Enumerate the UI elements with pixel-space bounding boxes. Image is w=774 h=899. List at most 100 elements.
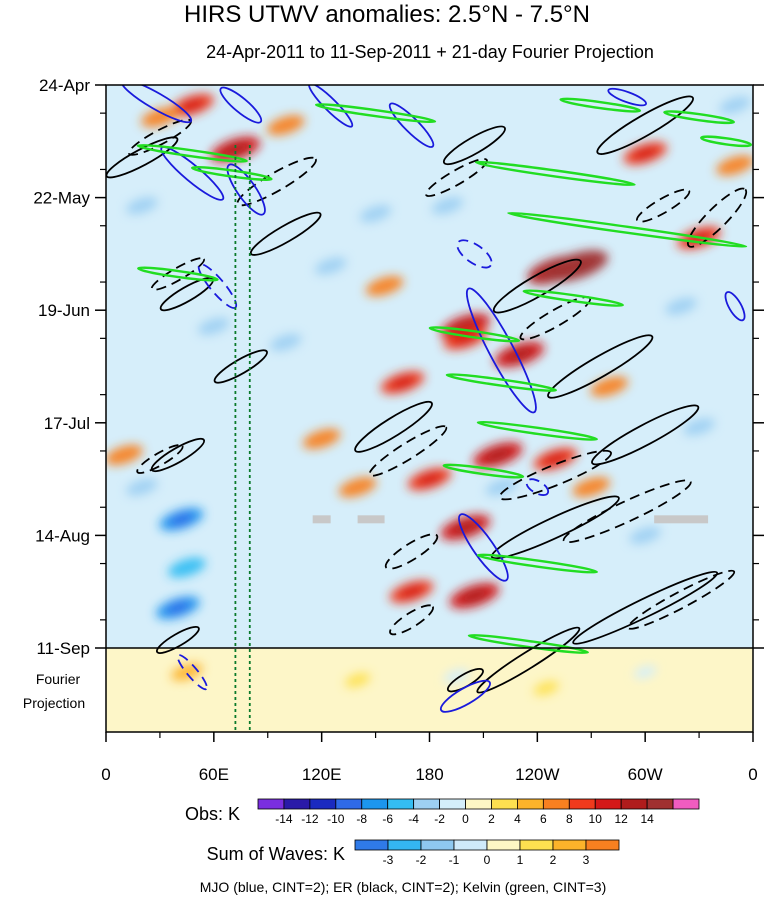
er-contour-negative: [136, 444, 184, 474]
x-tick-label: 0: [748, 765, 757, 784]
cold-anomaly: [485, 478, 518, 496]
kelvin-contour-positive: [476, 420, 598, 441]
er-contour-positive: [159, 277, 214, 312]
obs-colorbar-level-label: -6: [382, 812, 393, 826]
cold-anomaly: [719, 96, 751, 114]
y-axis: 24-Apr 22-May 19-Jun 17-Jul 14-Aug 11-Sep: [33, 76, 764, 658]
obs-colorbar-swatch: [594, 798, 622, 810]
kelvin-contour-positive: [559, 97, 642, 113]
plot-area: [106, 85, 753, 732]
cold-anomaly: [431, 197, 464, 215]
warm-anomaly: [344, 673, 371, 688]
waves-colorbar-level-label: 0: [484, 853, 491, 867]
obs-colorbar-swatch: [517, 798, 544, 810]
anomaly-core: [559, 257, 594, 275]
obs-colorbar-level-label: 6: [540, 812, 547, 826]
y-tick-label: 22-May: [33, 189, 90, 208]
anomaly-core: [453, 332, 478, 345]
anomaly-core: [505, 347, 534, 362]
obs-colorbar-level-label: 4: [514, 812, 521, 826]
projection-background: [106, 648, 753, 732]
obs-colorbar-swatch: [491, 798, 518, 810]
x-tick-label: 120W: [515, 765, 559, 784]
kelvin-contour-positive: [663, 110, 735, 125]
anomaly-core: [633, 147, 658, 160]
er-contour-negative: [236, 156, 317, 207]
cold-anomaly: [683, 418, 715, 436]
waves-colorbar-swatch: [552, 839, 587, 851]
er-contour-positive: [442, 125, 506, 166]
projection-label-line2: Projection: [23, 695, 85, 711]
cold-anomaly: [629, 526, 661, 544]
waves-colorbar-level-label: 1: [517, 853, 524, 867]
obs-colorbar-level-label: 10: [589, 812, 603, 826]
er-contour-negative: [368, 425, 448, 477]
obs-colorbar-swatch: [439, 798, 466, 810]
waves-colorbar-level-label: 3: [583, 853, 590, 867]
obs-colorbar-swatch: [361, 798, 389, 810]
obs-colorbar-swatch: [542, 798, 570, 810]
obs-colorbar-level-label: -2: [434, 812, 445, 826]
x-tick-label: 60W: [628, 765, 663, 784]
x-tick-label: 0: [101, 765, 110, 784]
mjo-contour-positive: [219, 86, 263, 124]
projection-label-line1: Fourier: [36, 671, 81, 687]
anomaly-core: [169, 513, 194, 526]
er-contour-negative: [389, 604, 434, 636]
anomaly-core: [417, 472, 442, 486]
mjo-contour-negative: [456, 239, 493, 269]
er-contour-positive: [476, 626, 581, 694]
obs-colorbar-level-label: -4: [408, 812, 419, 826]
warm-anomaly: [266, 115, 305, 136]
kelvin-contour-positive: [136, 143, 248, 163]
warm-anomaly: [365, 276, 404, 297]
er-contour-positive: [213, 349, 268, 384]
anomaly-core: [399, 585, 424, 598]
er-contour-positive: [354, 400, 433, 453]
obs-colorbar-level-label: -10: [327, 812, 345, 826]
cold-anomaly: [634, 665, 657, 679]
warm-anomaly: [302, 428, 341, 449]
cold-anomaly: [359, 205, 392, 223]
er-contour-positive: [249, 211, 322, 256]
mjo-contour-positive: [308, 85, 354, 128]
warm-anomaly: [106, 445, 143, 465]
obs-colorbar-swatch: [387, 798, 415, 810]
er-contour-positive: [572, 570, 719, 645]
obs-colorbar-level-label: 14: [640, 812, 654, 826]
kelvin-contour-positive: [442, 463, 525, 479]
er-contour-negative: [687, 187, 748, 248]
er-contour-negative: [636, 188, 691, 223]
obs-colorbar-swatch: [335, 798, 363, 810]
waves-colorbar-swatch: [453, 839, 488, 851]
kelvin-contour-positive: [467, 633, 589, 655]
x-tick-label: 120E: [302, 765, 342, 784]
waves-colorbar-swatch: [486, 839, 521, 851]
y-tick-label: 11-Sep: [36, 639, 90, 658]
waves-colorbar-swatch: [420, 839, 455, 851]
er-contour-negative: [627, 569, 736, 630]
warm-anomaly: [533, 681, 560, 696]
anomaly-core: [165, 601, 190, 615]
obs-colorbar-level-label: 0: [462, 812, 469, 826]
obs-colorbar-level-label: 8: [566, 812, 573, 826]
kelvin-contour-positive: [507, 211, 748, 248]
mjo-contour-positive: [439, 679, 491, 713]
contour-legend: MJO (blue, CINT=2); ER (black, CINT=2); …: [200, 879, 607, 895]
cold-anomaly: [269, 333, 302, 351]
y-tick-label: 14-Aug: [35, 526, 90, 545]
warm-anomaly: [590, 376, 629, 397]
waves-colorbar-level-label: -3: [383, 853, 394, 867]
anomaly-core: [180, 98, 205, 112]
y-tick-label: 19-Jun: [38, 301, 90, 320]
anomaly-core: [543, 452, 568, 466]
er-contour-positive: [596, 95, 694, 155]
mjo-contour-positive: [465, 287, 537, 414]
chart-subtitle: 24-Apr-2011 to 11-Sep-2011 + 21-day Four…: [206, 42, 654, 62]
obs-colorbar-level-label: -12: [301, 812, 319, 826]
cold-anomaly: [314, 257, 347, 275]
chart-title: HIRS UTWV anomalies: 2.5°N - 7.5°N: [184, 1, 590, 28]
waves-colorbar-swatch: [585, 839, 620, 851]
er-contour-negative: [498, 449, 612, 501]
